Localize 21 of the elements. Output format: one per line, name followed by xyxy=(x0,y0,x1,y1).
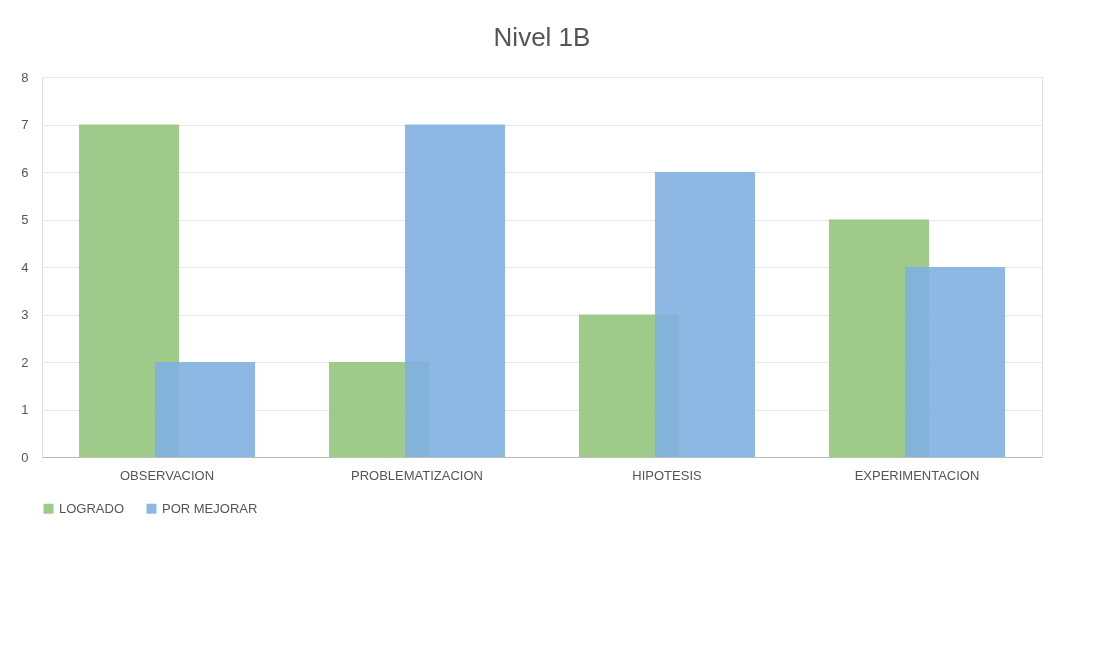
y-tick-label: 5 xyxy=(21,212,29,227)
y-tick-label: 7 xyxy=(21,117,29,132)
legend-label: LOGRADO xyxy=(59,500,125,516)
y-tick-label: 6 xyxy=(21,164,29,180)
y-tick-label: 4 xyxy=(21,259,29,275)
x-tick-label: EXPERIMENTACION xyxy=(854,467,980,483)
chart-title: Nivel 1B xyxy=(493,22,591,52)
y-tick-label: 3 xyxy=(21,307,29,322)
x-tick-label: OBSERVACION xyxy=(119,467,215,483)
bar xyxy=(405,124,505,457)
y-tick-label: 0 xyxy=(21,449,29,465)
x-tick-label: PROBLEMATIZACION xyxy=(351,467,483,483)
x-tick-label: HIPOTESIS xyxy=(632,467,702,483)
bar xyxy=(155,362,255,457)
y-tick-label: 1 xyxy=(21,402,29,417)
y-tick-label: 2 xyxy=(21,354,29,370)
bar xyxy=(79,124,179,457)
y-tick-label: 8 xyxy=(21,69,29,85)
bar xyxy=(655,172,755,457)
legend-label: POR MEJORAR xyxy=(162,500,258,516)
bar xyxy=(905,267,1005,457)
